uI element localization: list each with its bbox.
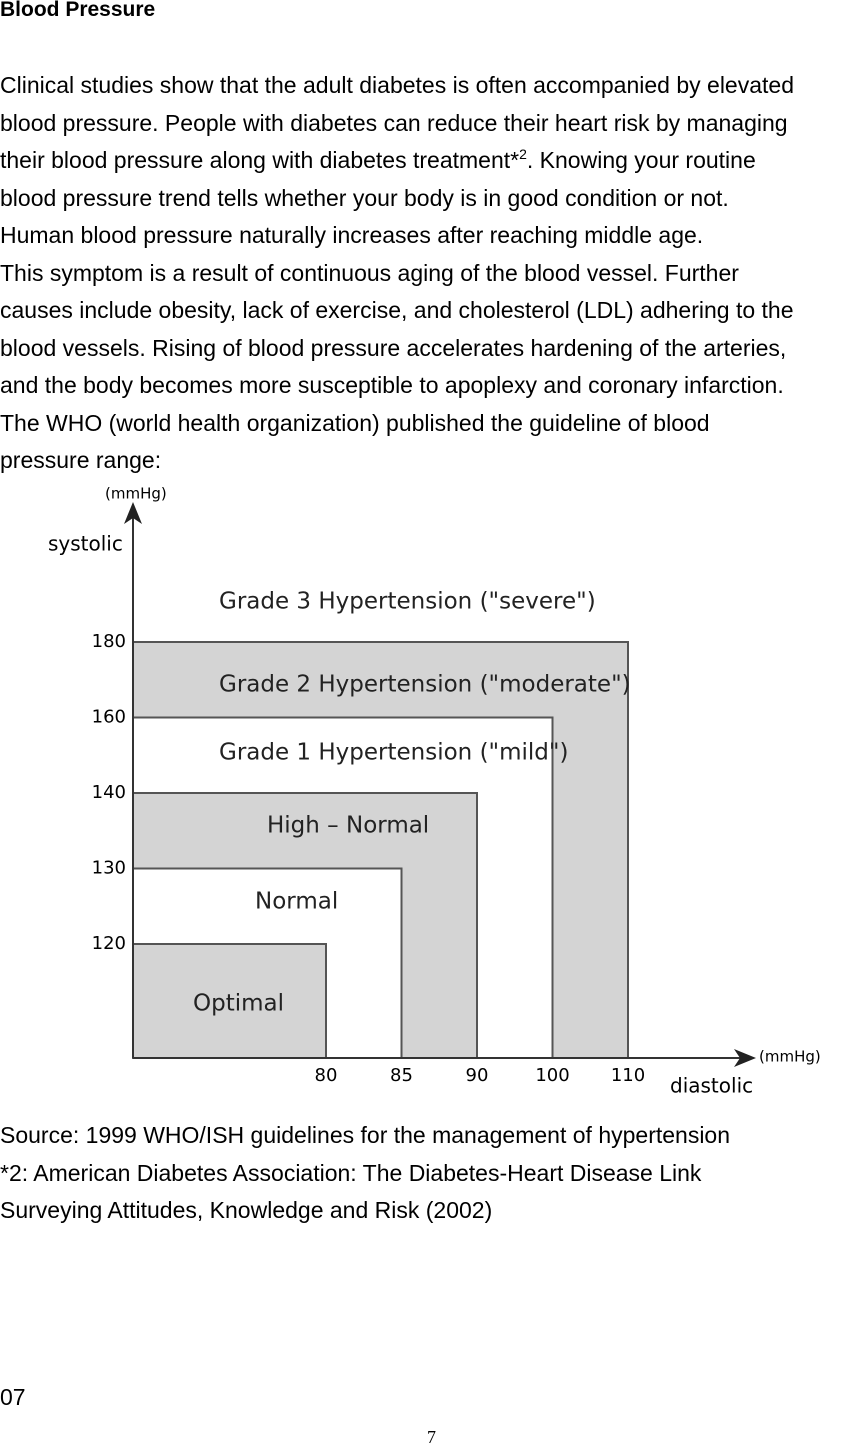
y-tick-label: 130 bbox=[92, 858, 126, 879]
page-label: 07 bbox=[0, 1384, 26, 1410]
text-line: their blood pressure along with diabetes… bbox=[0, 146, 756, 174]
text-line: blood pressure. People with diabetes can… bbox=[0, 109, 788, 136]
zone-label: Grade 1 Hypertension ("mild") bbox=[219, 740, 568, 766]
x-axis-label: diastolic bbox=[670, 1074, 753, 1098]
text-line: blood pressure trend tells whether your … bbox=[0, 184, 729, 211]
text-line: This symptom is a result of continuous a… bbox=[0, 259, 739, 286]
y-unit: (mmHg) bbox=[105, 485, 167, 503]
zone-label: Grade 3 Hypertension ("severe") bbox=[219, 589, 596, 615]
text-line: and the body becomes more susceptible to… bbox=[0, 372, 784, 398]
zone-label: Normal bbox=[255, 889, 338, 915]
x-unit: (mmHg) bbox=[759, 1048, 821, 1066]
x-tick-label: 90 bbox=[466, 1065, 489, 1086]
text-line: blood vessels. Rising of blood pressure … bbox=[0, 334, 787, 361]
heading: Blood Pressure bbox=[0, 0, 156, 21]
y-arrow bbox=[124, 502, 142, 524]
text-line: Human blood pressure naturally increases… bbox=[0, 222, 704, 248]
zone-label: Grade 2 Hypertension ("moderate") bbox=[219, 672, 631, 698]
y-tick-label: 160 bbox=[92, 707, 126, 728]
zone-label: Optimal bbox=[193, 991, 284, 1017]
zone-label: High – Normal bbox=[267, 813, 429, 839]
x-tick-label: 80 bbox=[315, 1065, 338, 1086]
y-axis-label: systolic bbox=[48, 532, 123, 556]
y-tick-label: 140 bbox=[92, 782, 126, 803]
text-line: The WHO (world health organization) publ… bbox=[0, 409, 710, 436]
zone-box bbox=[132, 943, 327, 1059]
note-line: Source: 1999 WHO/ISH guidelines for the … bbox=[0, 1122, 731, 1148]
text-line: causes include obesity, lack of exercise… bbox=[0, 297, 794, 323]
text: . Knowing your routine bbox=[526, 147, 756, 173]
bp-diagram: Optimal Normal High – Normal Grade 1 Hypert… bbox=[48, 485, 821, 1098]
text-line: pressure range: bbox=[0, 447, 162, 473]
text-line: Clinical studies show that the adult dia… bbox=[0, 72, 794, 98]
y-tick-label: 180 bbox=[92, 631, 126, 652]
x-tick-label: 110 bbox=[611, 1065, 645, 1086]
x-tick-label: 100 bbox=[535, 1065, 569, 1086]
note-line: Surveying Attitudes, Knowledge and Risk … bbox=[0, 1197, 493, 1223]
page-number: 7 bbox=[427, 1427, 436, 1447]
x-arrow bbox=[734, 1049, 756, 1067]
y-tick-label: 120 bbox=[92, 933, 126, 954]
text: their blood pressure along with diabetes… bbox=[0, 147, 520, 173]
footnote-ref: 2 bbox=[519, 146, 527, 162]
x-tick-label: 85 bbox=[390, 1065, 413, 1086]
note-line: *2: American Diabetes Association: The D… bbox=[0, 1159, 702, 1186]
